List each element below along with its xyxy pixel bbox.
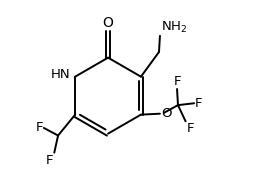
Text: HN: HN [51,68,70,81]
Text: F: F [187,122,194,135]
Text: F: F [35,121,43,134]
Text: F: F [195,97,202,110]
Text: O: O [103,16,113,30]
Text: NH$_2$: NH$_2$ [161,20,187,35]
Text: O: O [161,107,172,120]
Text: F: F [46,154,53,167]
Text: F: F [173,75,181,88]
